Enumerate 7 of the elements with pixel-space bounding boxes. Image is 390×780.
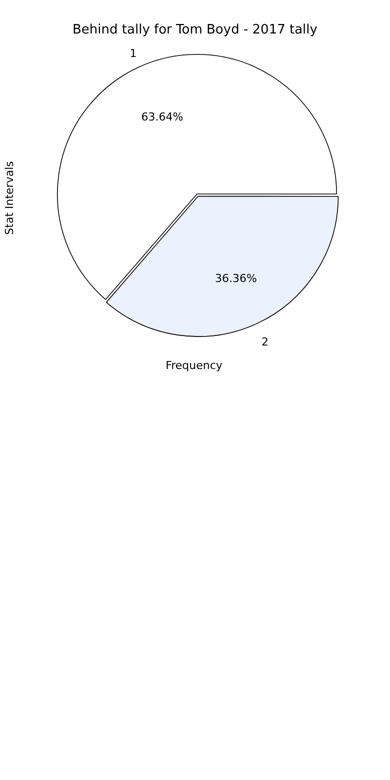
text: Stat Intervals bbox=[2, 160, 16, 235]
text: Frequency bbox=[166, 358, 223, 372]
data-label: 36.36% bbox=[214, 272, 257, 286]
slice-label: 1 bbox=[130, 47, 137, 60]
chart-title: Behind tally for Tom Boyd - 2017 tally bbox=[72, 22, 318, 38]
slice-label: 2 bbox=[261, 336, 268, 349]
data-label: 63.64% bbox=[141, 110, 184, 124]
